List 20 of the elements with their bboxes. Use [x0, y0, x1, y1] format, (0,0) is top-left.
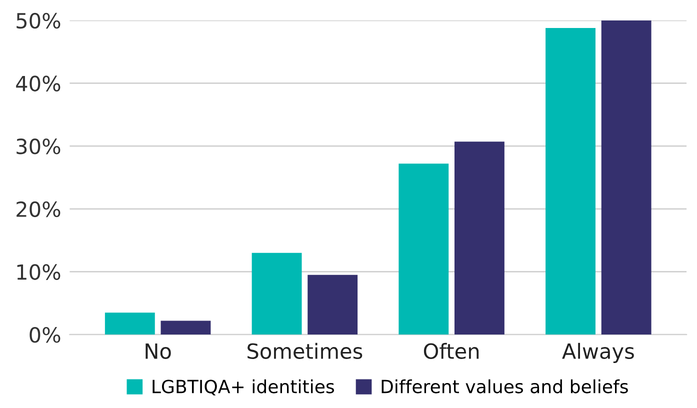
y-tick-label: 50%	[16, 12, 60, 29]
x-tick-label: Always	[562, 342, 634, 364]
bar	[252, 252, 302, 335]
y-tick-label: 20%	[16, 201, 60, 218]
bar	[160, 320, 211, 335]
bar	[546, 28, 596, 335]
x-tick-label: Sometimes	[248, 342, 362, 360]
bar	[398, 164, 449, 335]
bar	[104, 312, 155, 335]
y-tick-label: 30%	[16, 138, 60, 154]
legend-label: LGBTIQA+ identities	[152, 379, 334, 396]
y-tick-label: 10%	[17, 264, 60, 280]
bar	[454, 142, 504, 335]
bar	[601, 20, 652, 335]
bar	[308, 274, 358, 335]
y-tick-label: 40%	[16, 76, 60, 92]
y-tick-label: 0%	[30, 327, 60, 343]
x-tick-label: Often	[424, 342, 479, 360]
x-tick-label: No	[146, 344, 171, 360]
legend-label: Different values and beliefs	[382, 379, 628, 394]
